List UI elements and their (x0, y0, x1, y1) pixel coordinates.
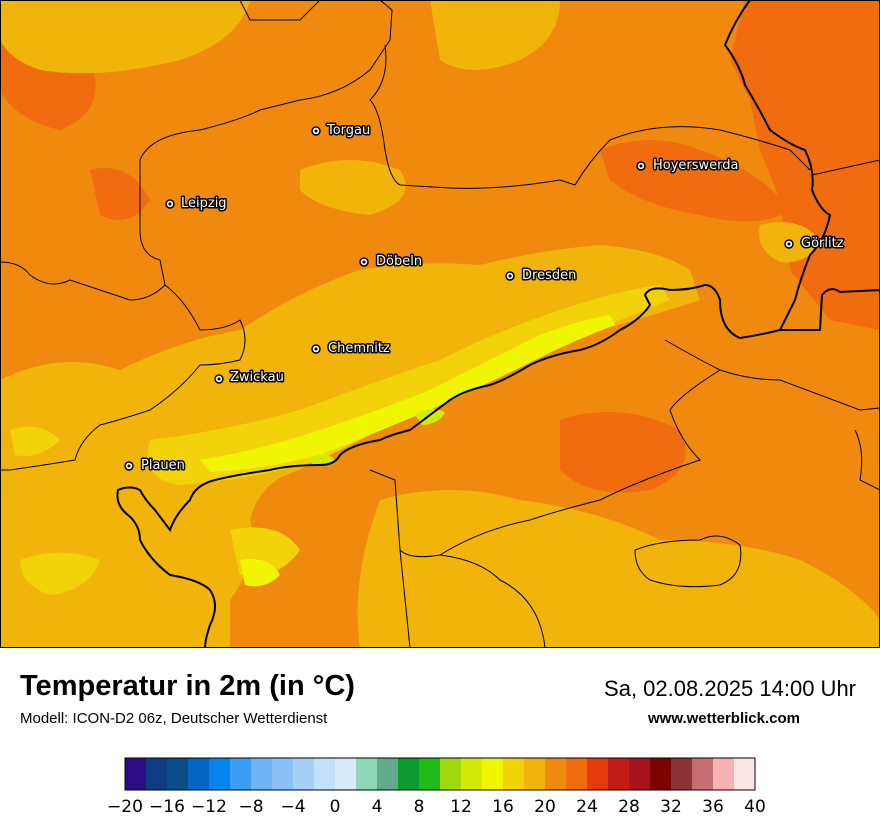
legend-swatch (503, 758, 525, 790)
legend-tick-label: 28 (618, 797, 640, 817)
legend-swatch (293, 758, 315, 790)
city-label-leipzig: Leipzig (181, 196, 227, 211)
legend-tick-label: −16 (149, 797, 185, 817)
legend-tick-label: −20 (107, 797, 143, 817)
city-label-chemnitz: Chemnitz (328, 341, 390, 356)
city-label-dresden: Dresden (522, 268, 576, 283)
legend-swatch (272, 758, 294, 790)
city-leipzig: Leipzig (165, 195, 228, 213)
legend-swatch (713, 758, 735, 790)
temperature-map: Torgau Hoyerswerda Leipzig Görlitz Döbel (0, 0, 880, 648)
legend-tick-label: 24 (576, 797, 598, 817)
legend-tick-label: −8 (238, 797, 263, 817)
model-info: Modell: ICON-D2 06z, Deutscher Wetterdie… (20, 710, 328, 727)
city-goerlitz: Görlitz (784, 235, 845, 253)
city-label-plauen: Plauen (141, 458, 185, 473)
legend-tick-label: 12 (450, 797, 472, 817)
legend-swatch (461, 758, 483, 790)
legend-swatch (524, 758, 546, 790)
legend-swatch (146, 758, 168, 790)
legend-swatch (377, 758, 399, 790)
legend-tick-label: 36 (702, 797, 724, 817)
city-label-doebeln: Döbeln (376, 254, 422, 269)
city-label-zwickau: Zwickau (230, 370, 284, 385)
legend-swatch (209, 758, 231, 790)
legend-tick-label: 32 (660, 797, 682, 817)
city-torgau: Torgau (311, 122, 372, 140)
legend-tick-label: 8 (414, 797, 425, 817)
temperature-field-cooler (200, 315, 615, 587)
legend-swatch (587, 758, 609, 790)
legend-swatch (335, 758, 357, 790)
legend-swatch (314, 758, 336, 790)
legend-tick-label: 0 (330, 797, 341, 817)
legend-tick-label: −12 (191, 797, 227, 817)
legend-tick-label: −4 (280, 797, 305, 817)
legend-frame (124, 757, 756, 791)
legend-swatch (356, 758, 378, 790)
legend-swatch (692, 758, 714, 790)
legend-tick-label: 20 (534, 797, 556, 817)
legend-swatch (650, 758, 672, 790)
city-hoyerswerda: Hoyerswerda (636, 157, 740, 175)
regional-borders (0, 0, 880, 648)
legend-tick-label: 4 (372, 797, 383, 817)
legend-swatch (188, 758, 210, 790)
legend-swatch (629, 758, 651, 790)
city-label-goerlitz: Görlitz (801, 236, 844, 251)
city-chemnitz: Chemnitz (311, 340, 391, 358)
city-label-hoyerswerda: Hoyerswerda (653, 158, 739, 173)
city-dresden: Dresden (505, 267, 578, 285)
legend-swatch (671, 758, 693, 790)
legend-swatch (125, 758, 147, 790)
legend-swatch (440, 758, 462, 790)
legend-tick-label: 16 (492, 797, 514, 817)
legend-swatch (608, 758, 630, 790)
legend-swatches (124, 757, 756, 791)
legend-swatch (230, 758, 252, 790)
color-legend: −20 −16 −12 −8 −4 0 4 8 12 16 20 24 28 32 36 40 (107, 757, 766, 817)
city-zwickau: Zwickau (214, 369, 285, 387)
legend-swatch (167, 758, 189, 790)
legend-swatch (734, 758, 756, 790)
legend-swatch (545, 758, 567, 790)
map-title: Temperatur in 2m (in °C) (20, 670, 355, 702)
city-markers: Torgau Hoyerswerda Leipzig Görlitz Döbel (124, 122, 845, 475)
forecast-datetime: Sa, 02.08.2025 14:00 Uhr (604, 676, 856, 701)
legend-swatch (398, 758, 420, 790)
legend-ticks: −20 −16 −12 −8 −4 0 4 8 12 16 20 24 28 32 36 40 (107, 797, 766, 817)
legend-swatch (566, 758, 588, 790)
city-doebeln: Döbeln (359, 253, 424, 271)
city-label-torgau: Torgau (326, 123, 370, 138)
website-link[interactable]: www.wetterblick.com (648, 710, 800, 727)
state-borders (116, 0, 880, 648)
legend-swatch (419, 758, 441, 790)
legend-swatch (251, 758, 273, 790)
legend-tick-label: 40 (744, 797, 766, 817)
city-plauen: Plauen (124, 457, 186, 475)
legend-swatch (482, 758, 504, 790)
